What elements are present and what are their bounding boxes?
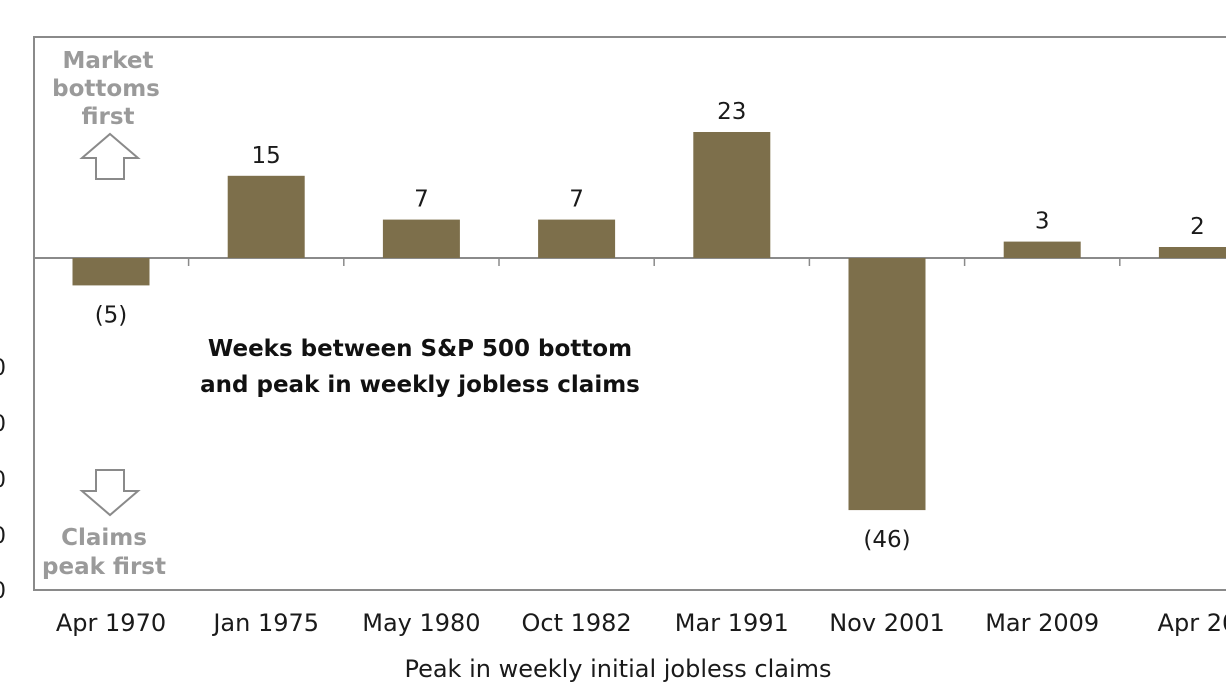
market-bottoms-label-line1: Market: [62, 48, 153, 74]
bar-2: [382, 219, 460, 258]
market-bottoms-label-line2: bottoms: [52, 76, 160, 102]
down-arrow-icon: [79, 469, 141, 517]
claims-peak-label-line2: peak first: [42, 554, 166, 580]
value-label-3: 7: [569, 187, 584, 213]
edge-tick-4: 0: [0, 579, 6, 604]
edge-tick-2: 0: [0, 468, 6, 493]
edge-tick-1: 0: [0, 412, 6, 437]
value-label-7: 2: [1190, 214, 1205, 240]
bar-6: [1003, 241, 1081, 258]
value-label-5: (46): [863, 527, 910, 553]
bars-group: [72, 132, 1226, 511]
up-arrow-icon: [79, 132, 141, 180]
value-label-1: 15: [252, 143, 281, 169]
category-label-5: Nov 2001: [829, 609, 945, 637]
value-label-2: 7: [414, 187, 429, 213]
edge-tick-3: 0: [0, 524, 6, 549]
category-labels-group: Apr 1970 Jan 1975 May 1980 Oct 1982 Mar 1991…: [56, 609, 1226, 637]
claims-peak-label-line1: Claims: [61, 525, 147, 551]
category-label-1: Jan 1975: [211, 609, 319, 637]
value-label-6: 3: [1035, 209, 1050, 235]
chart-annotation-line1: Weeks between S&P 500 bottom: [208, 336, 632, 362]
category-label-3: Oct 1982: [521, 609, 631, 637]
x-axis-label: Peak in weekly initial jobless claims: [404, 655, 831, 683]
category-label-4: Mar 1991: [675, 609, 789, 637]
bar-5: [848, 258, 926, 511]
bar-0: [72, 258, 150, 286]
category-label-2: May 1980: [362, 609, 480, 637]
value-label-0: (5): [95, 302, 128, 328]
bar-1: [227, 175, 305, 258]
bar-7: [1158, 247, 1226, 258]
edge-tick-0: 0: [0, 356, 6, 381]
chart-annotation-line2: and peak in weekly jobless claims: [200, 372, 640, 398]
bar-4: [693, 132, 771, 258]
value-label-4: 23: [717, 99, 746, 125]
category-label-6: Mar 2009: [985, 609, 1099, 637]
category-label-0: Apr 1970: [56, 609, 166, 637]
bar-3: [538, 219, 616, 258]
category-ticks: [187, 258, 1121, 266]
market-bottoms-label-line3: first: [81, 104, 134, 130]
category-label-7: Apr 20: [1158, 609, 1226, 637]
edge-tick-fragments: 0 0 0 0 0: [0, 356, 6, 604]
plot-frame: [33, 36, 1226, 591]
value-labels-group: (5) 15 7 7 23 (46) 3 2: [95, 99, 1205, 553]
